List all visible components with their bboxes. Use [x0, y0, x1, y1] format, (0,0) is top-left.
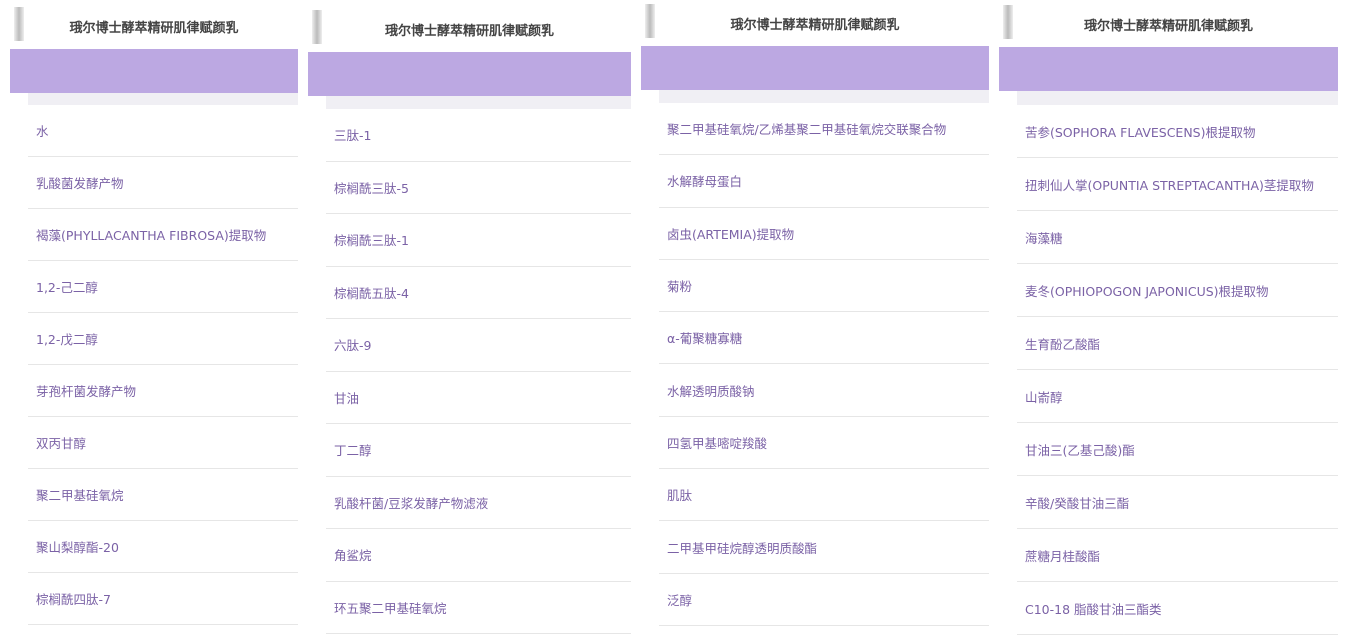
ingredient-item: 肌肽 — [659, 469, 989, 522]
ingredient-item: 丁二醇 — [326, 424, 631, 477]
ingredient-item: 芽孢杆菌发酵产物 — [28, 365, 298, 417]
panel: 珴尔博士酵萃精研肌律赋颜乳三肽-1 棕榈酰三肽-5 棕榈酰三肽-1 棕榈酰五肽-4 六肽… — [308, 0, 631, 636]
ingredient-item: 聚山梨醇酯-20 — [28, 521, 298, 573]
ingredient-item: 三肽-1 — [326, 109, 631, 162]
panel: 珴尔博士酵萃精研肌律赋颜乳水乳酸菌发酵产物 褐藻(PHYLLACANTHA FIB… — [10, 0, 298, 636]
ingredient-item: 环五聚二甲基硅氧烷 — [326, 582, 631, 634]
ingredient-item: 乳酸菌发酵产物 — [28, 157, 298, 209]
ingredient-item: 山嵛醇 — [1017, 370, 1338, 423]
ingredient-item: 1,2-己二醇 — [28, 261, 298, 313]
ingredient-item: 生育酚乙酸酯 — [1017, 317, 1338, 370]
panel-title: 珴尔博士酵萃精研肌律赋颜乳 — [730, 18, 900, 33]
ingredient-item: 棕榈酰四肽-7 — [28, 573, 298, 625]
ingredient-item: 海藻糖 — [1017, 211, 1338, 264]
panel-icon — [312, 10, 322, 44]
ingredient-item: C10-18 脂酸甘油三酯类 — [1017, 582, 1338, 635]
header-strip — [326, 96, 631, 109]
ingredient-item: 麦冬(OPHIOPOGON JAPONICUS)根提取物 — [1017, 264, 1338, 317]
panel: 珴尔博士酵萃精研肌律赋颜乳聚二甲基硅氧烷/乙烯基聚二甲基硅氧烷交联聚合物 水解酵母… — [641, 0, 989, 636]
ingredient-item: 角鲨烷 — [326, 529, 631, 582]
ingredient-item: 菊粉 — [659, 260, 989, 313]
panel-title: 珴尔博士酵萃精研肌律赋颜乳 — [384, 24, 554, 39]
panel: 珴尔博士酵萃精研肌律赋颜乳苦参(SOPHORA FLAVESCENS)根提取物扭… — [999, 0, 1338, 636]
ingredient-item: 甘油 — [326, 372, 631, 424]
ingredient-item: 棕榈酰三肽-1 — [326, 214, 631, 267]
ingredient-item: 蔗糖月桂酸酯 — [1017, 529, 1338, 582]
panel-title: 珴尔博士酵萃精研肌律赋颜乳 — [69, 21, 239, 36]
ingredient-item: 乳酸杆菌/豆浆发酵产物滤液 — [326, 477, 631, 529]
ingredient-item: 辛酸/癸酸甘油三酯 — [1017, 476, 1338, 529]
ingredient-item: 聚二甲基硅氧烷 — [28, 469, 298, 521]
ingredient-item: 褐藻(PHYLLACANTHA FIBROSA)提取物 — [28, 209, 298, 261]
ingredient-item: 聚二甲基硅氧烷/乙烯基聚二甲基硅氧烷交联聚合物 — [659, 103, 989, 156]
ingredient-item: α-葡聚糖寡糖 — [659, 312, 989, 365]
header-band — [999, 47, 1338, 91]
header-strip — [659, 90, 989, 103]
ingredient-item: 双丙甘醇 — [28, 417, 298, 469]
ingredient-item: 棕榈酰五肽-4 — [326, 267, 631, 319]
ingredient-item: 棕榈酰三肽-5 — [326, 162, 631, 214]
panel-icon — [1003, 5, 1013, 39]
header-band — [641, 46, 989, 90]
ingredient-item: 六肽-9 — [326, 319, 631, 372]
ingredient-item: 卤虫(ARTEMIA)提取物 — [659, 208, 989, 260]
header-strip — [28, 93, 298, 105]
ingredient-item: 泛醇 — [659, 574, 989, 626]
ingredient-item: 水 — [28, 105, 298, 157]
panel-icon — [645, 4, 655, 38]
ingredient-item: 二甲基甲硅烷醇透明质酸酯 — [659, 521, 989, 574]
ingredient-item: 1,2-戊二醇 — [28, 313, 298, 365]
header-band — [308, 52, 631, 96]
ingredient-item: 扭刺仙人掌(OPUNTIA STREPTACANTHA)茎提取物 — [1017, 158, 1338, 211]
header-strip — [1017, 91, 1338, 105]
panel-icon — [14, 7, 24, 41]
panel-title: 珴尔博士酵萃精研肌律赋颜乳 — [1083, 19, 1253, 34]
ingredient-item: 苦参(SOPHORA FLAVESCENS)根提取物 — [1017, 105, 1338, 158]
header-band — [10, 49, 298, 93]
ingredient-item: 水解酵母蛋白 — [659, 155, 989, 208]
ingredient-item: 四氢甲基嘧啶羧酸 — [659, 417, 989, 470]
ingredient-item: 水解透明质酸钠 — [659, 365, 989, 417]
ingredient-item: 甘油三(乙基己酸)酯 — [1017, 423, 1338, 476]
